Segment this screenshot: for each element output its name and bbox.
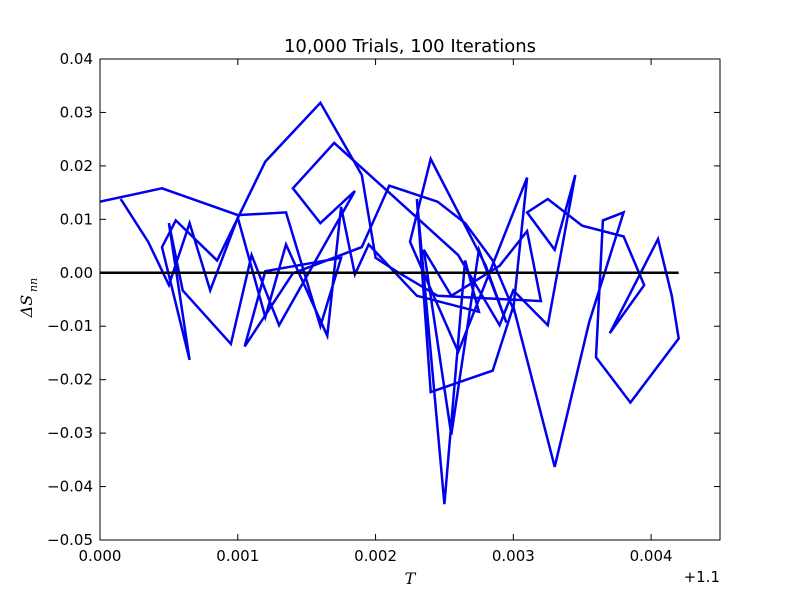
y-tick-label: −0.01 [47, 317, 93, 335]
y-tick-label: 0.04 [60, 50, 93, 68]
data-layer [100, 100, 681, 505]
x-tick-label: 0.002 [354, 547, 397, 565]
y-tick-label: −0.05 [47, 531, 93, 549]
y-axis-label-main: ΔS [17, 295, 36, 319]
y-tick-label: 0.01 [60, 210, 93, 228]
tick-layer: 0.000 0.001 0.002 0.003 0.004 0.04 0.03 0.02 0.0… [47, 50, 720, 565]
y-axis-label: ΔS nn [17, 278, 40, 318]
series-line-0 [100, 100, 681, 505]
y-axis-label-subscript: nn [27, 278, 40, 292]
y-tick-label: −0.03 [47, 424, 93, 442]
x-axis-offset-label: +1.1 [684, 568, 720, 586]
x-tick-label: 0.001 [216, 547, 259, 565]
y-tick-label: −0.04 [47, 478, 93, 496]
plot-area [100, 59, 720, 540]
x-axis-label: T [405, 569, 417, 588]
y-tick-label: −0.02 [47, 371, 93, 389]
chart-title: 10,000 Trials, 100 Iterations [284, 36, 536, 57]
x-tick-label: 0.004 [630, 547, 673, 565]
x-tick-label: 0.000 [79, 547, 122, 565]
y-tick-label: 0.02 [60, 157, 93, 175]
x-tick-label: 0.003 [492, 547, 535, 565]
y-tick-label: 0.03 [60, 103, 93, 121]
y-tick-label: 0.00 [60, 264, 93, 282]
plot-frame [99, 58, 721, 541]
